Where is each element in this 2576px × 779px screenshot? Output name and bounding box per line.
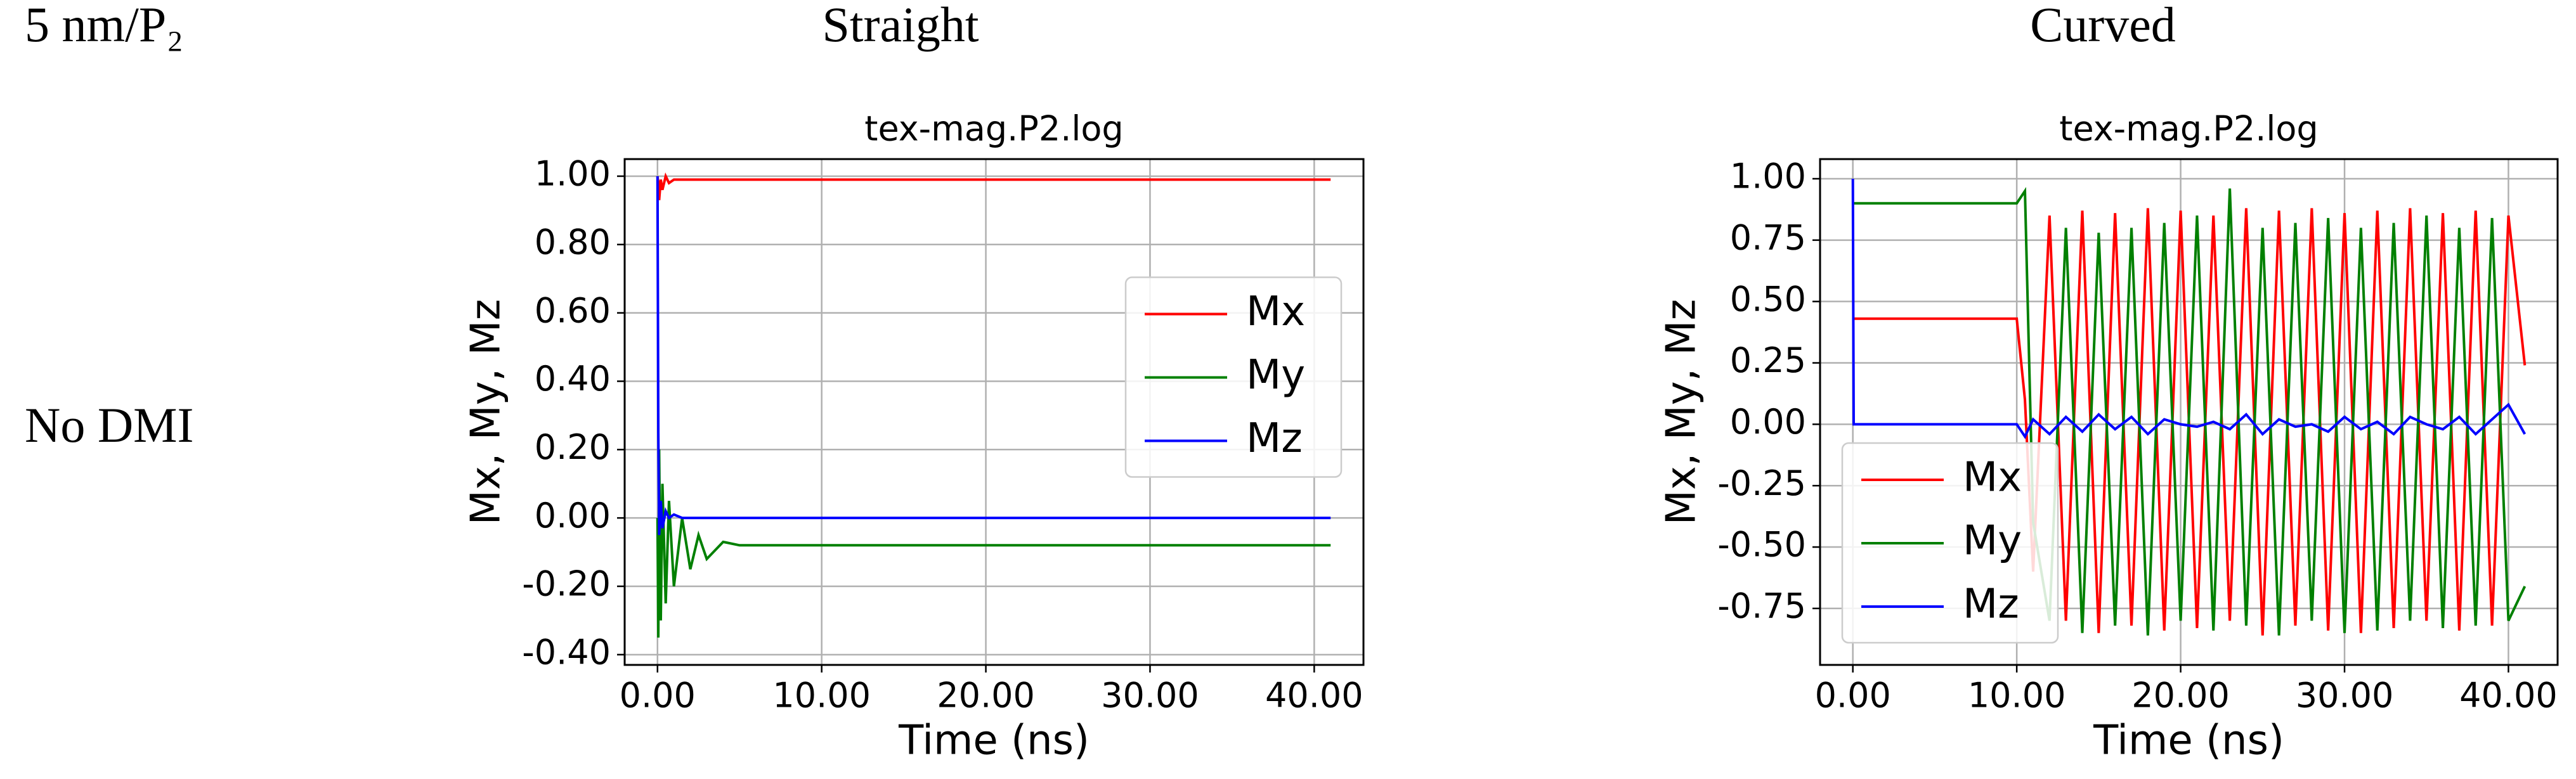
row-header: No DMI <box>25 397 194 453</box>
y-tick-label: 0.40 <box>535 359 611 399</box>
line-series <box>656 172 1331 200</box>
legend-box <box>1841 442 2059 644</box>
x-tick-label: 40.00 <box>2459 676 2558 716</box>
x-tick-label: 10.00 <box>1968 676 2066 716</box>
legend-label: Mx <box>1963 454 2022 501</box>
x-tick-label: 0.00 <box>620 676 696 716</box>
legend-label: Mz <box>1963 581 2019 628</box>
x-axis-label: Time (ns) <box>2093 718 2284 764</box>
y-tick-label: 1.00 <box>535 154 611 194</box>
y-tick-label: 1.00 <box>1730 157 1806 196</box>
y-tick-label: 0.00 <box>1730 402 1806 442</box>
line-series <box>1851 178 2527 439</box>
x-tick-label: 10.00 <box>772 676 871 716</box>
chart-title: tex-mag.P2.log <box>2059 109 2318 149</box>
legend-label: Mz <box>1246 415 1303 462</box>
y-tick-label: 0.75 <box>1730 217 1806 257</box>
row-header-label: 5 nm/P₂ <box>25 0 183 52</box>
y-tick-label: -0.40 <box>522 632 611 672</box>
y-tick-label: -0.50 <box>1717 525 1806 565</box>
x-tick-label: 30.00 <box>1101 676 1199 716</box>
legend-label: My <box>1963 518 2022 565</box>
chart-title: tex-mag.P2.log <box>864 109 1123 149</box>
y-tick-label: -0.75 <box>1717 586 1806 626</box>
legend-label: My <box>1246 352 1305 399</box>
y-axis-label: Mx, My, Mz <box>463 299 510 525</box>
line-series <box>656 449 1331 638</box>
y-tick-label: 0.50 <box>1730 279 1806 319</box>
x-tick-label: 0.00 <box>1815 676 1891 716</box>
legend-label: Mx <box>1246 288 1305 335</box>
y-tick-label: 0.80 <box>535 222 611 262</box>
y-tick-label: 0.00 <box>535 496 611 536</box>
x-axis-label: Time (ns) <box>898 718 1090 764</box>
line-series <box>656 176 1331 536</box>
x-tick-label: 20.00 <box>937 676 1035 716</box>
y-tick-label: 0.25 <box>1730 340 1806 380</box>
x-tick-label: 30.00 <box>2296 676 2394 716</box>
legend-box <box>1124 276 1343 478</box>
x-tick-label: 40.00 <box>1265 676 1363 716</box>
y-axis-label: Mx, My, Mz <box>1658 299 1705 525</box>
y-tick-label: 0.60 <box>535 290 611 330</box>
plot-frame <box>1819 158 2559 666</box>
column-header: Straight <box>823 0 979 52</box>
plot-frame <box>623 158 1365 666</box>
column-header: Curved <box>2030 0 2176 52</box>
y-tick-label: -0.20 <box>522 564 611 604</box>
y-tick-label: -0.25 <box>1717 463 1806 503</box>
y-tick-label: 0.20 <box>535 427 611 467</box>
x-tick-label: 20.00 <box>2131 676 2230 716</box>
